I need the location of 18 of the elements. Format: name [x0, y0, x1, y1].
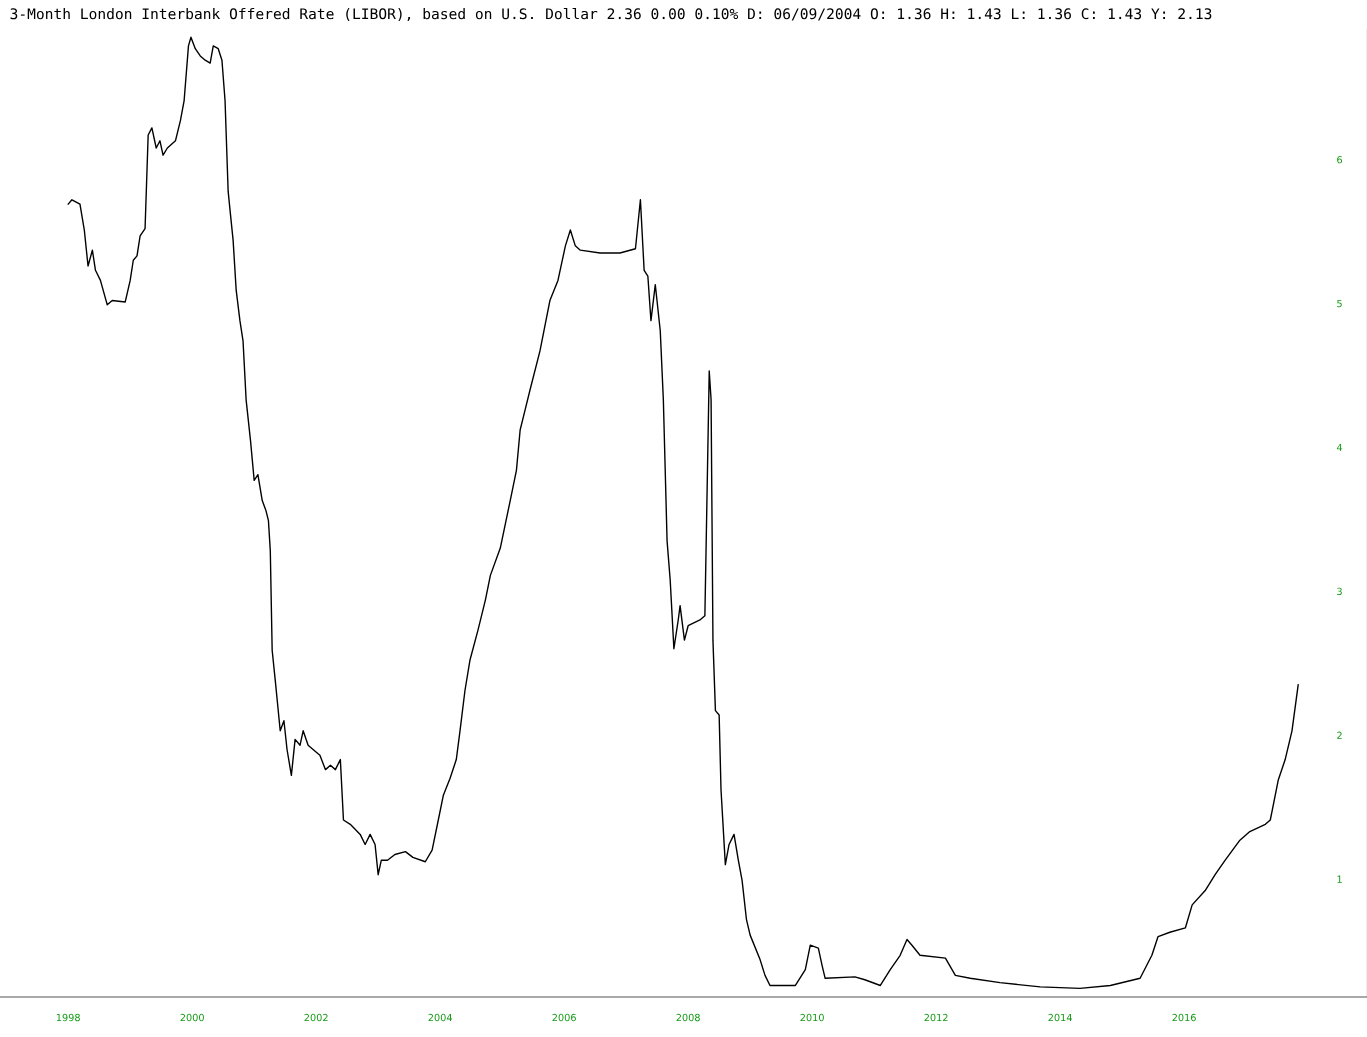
x-tick-label: 2002: [304, 1013, 328, 1022]
y-tick-label: 5: [1337, 300, 1342, 308]
x-tick-label: 2016: [1172, 1013, 1196, 1022]
y-tick-label: 3: [1337, 587, 1342, 596]
x-tick-label: 2010: [800, 1013, 824, 1022]
line-series: [67, 36, 1299, 990]
x-tick-label: 1998: [56, 1013, 80, 1022]
y-tick-label: 4: [1336, 443, 1343, 451]
y-tick-label: 1: [1337, 875, 1342, 883]
x-tick-label: 2014: [1048, 1013, 1072, 1022]
x-tick-label: 2006: [552, 1013, 576, 1022]
x-tick-label: 2004: [428, 1013, 452, 1022]
chart-title: 3-Month London Interbank Offered Rate (LIBOR), based on U.S. Dollar 2.36 0.00 0.10% D: 06/09/2004 O: 1.36 H: 1.43 L: 1.36 C: 1.43 Y: 2.13: [10, 7, 1212, 22]
x-tick-label: 2008: [676, 1013, 700, 1022]
y-tick-label: 2: [1337, 731, 1342, 739]
x-tick-label: 2012: [924, 1013, 948, 1022]
x-tick-label: 2000: [180, 1013, 204, 1022]
y-tick-label: 6: [1337, 155, 1343, 164]
